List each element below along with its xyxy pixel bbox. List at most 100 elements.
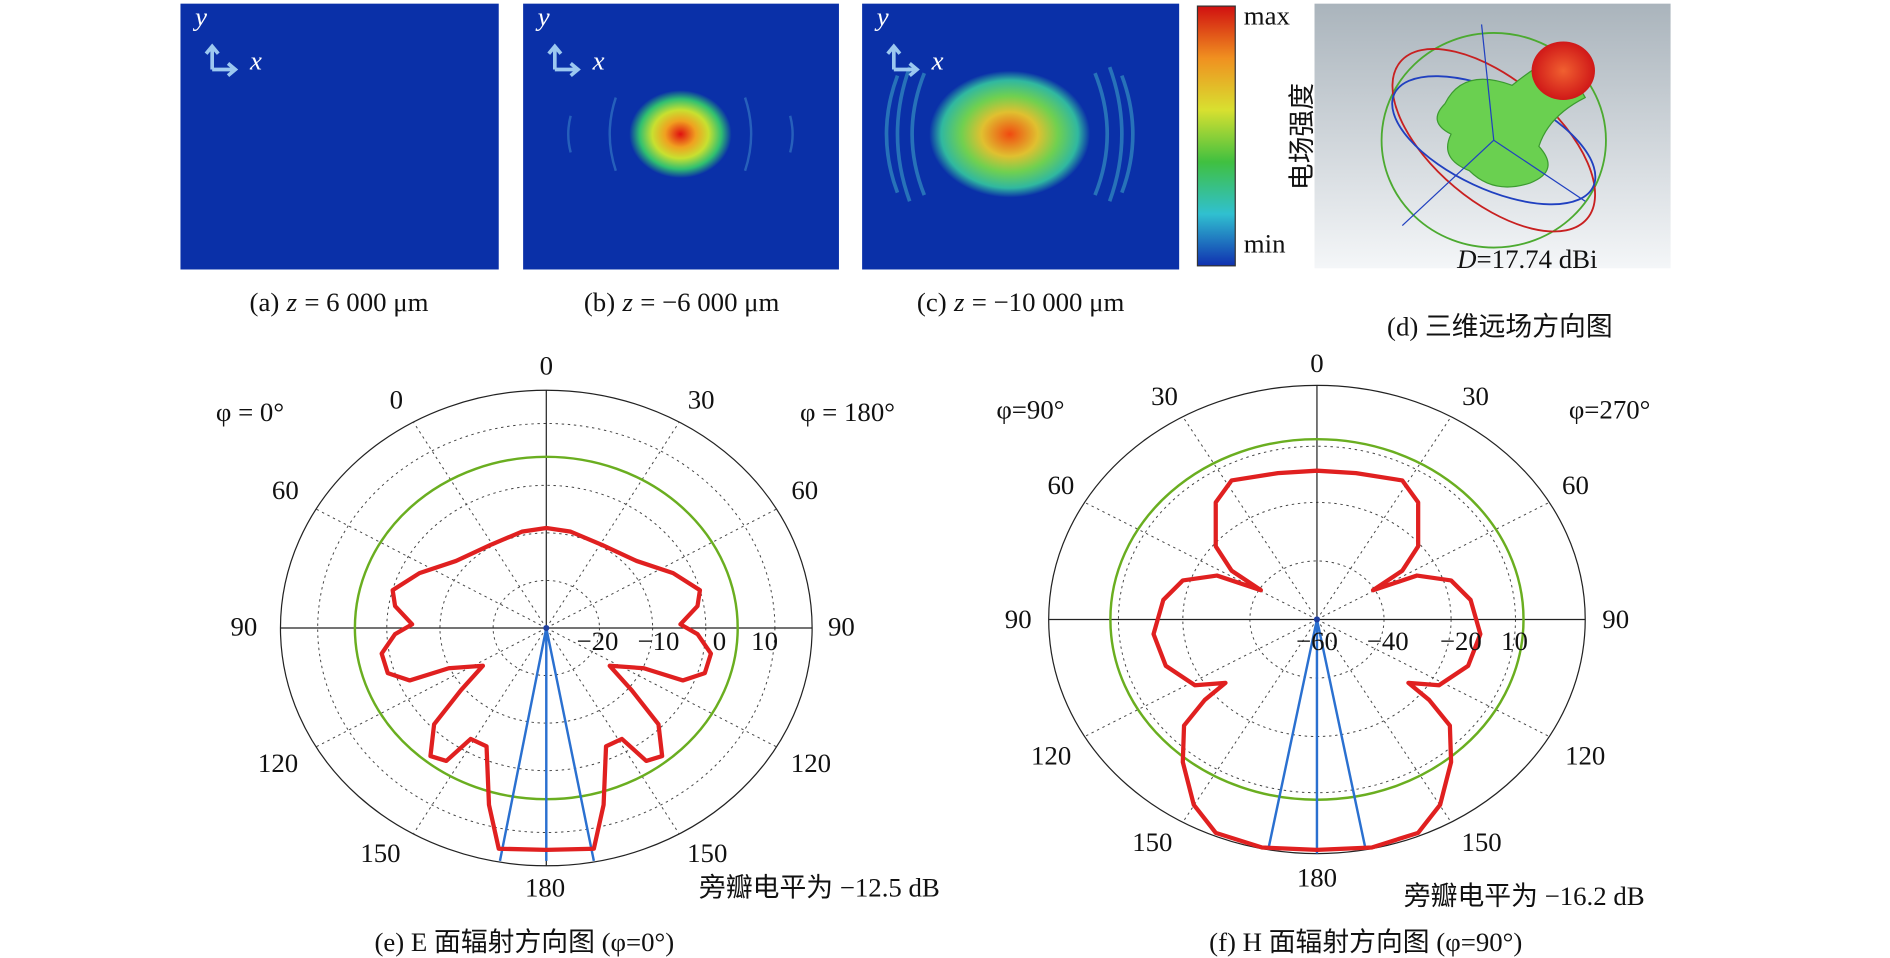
angle-label: 120 — [1565, 741, 1605, 771]
angle-label: 0 — [1310, 348, 1323, 378]
caption-value: = −10 000 μm — [972, 287, 1125, 317]
phi-left: φ = 0° — [216, 397, 284, 427]
pattern-curve — [379, 525, 714, 853]
caption-variable: z — [621, 287, 633, 317]
sidelobe-level: 旁瓣电平为 −16.2 dB — [1404, 881, 1645, 911]
caption: (d) 三维远场方向图 — [1387, 311, 1613, 341]
polar-plot: 0 0 30 60 60 90 90 120 120 150 150 180 −20 −10 0 10 φ = … — [216, 350, 940, 957]
axis-arrows — [547, 43, 581, 78]
axis-arrows — [886, 43, 920, 78]
angle-label: 60 — [1047, 470, 1074, 500]
caption-variable: z — [286, 287, 298, 317]
axis-arrows — [204, 43, 239, 78]
spoke — [412, 421, 547, 629]
angle-label: 120 — [791, 748, 831, 778]
radial-label: 10 — [1501, 626, 1528, 656]
axis-y: y — [535, 2, 550, 32]
angle-label: 120 — [258, 748, 298, 778]
fringes — [567, 97, 794, 172]
pattern-curve — [1151, 468, 1483, 853]
phi-right: φ=270° — [1569, 394, 1651, 424]
figure-body: y x y x y x max min 电场强度 D=17.74 dBi (d) 三维远场… — [180, 0, 1671, 957]
radial-label: −60 — [1296, 626, 1338, 656]
angle-label: 60 — [791, 475, 818, 505]
radial-label: −40 — [1367, 626, 1409, 656]
caption-label: (b) — [584, 287, 615, 317]
radial-label: −20 — [577, 626, 619, 656]
angle-label: 150 — [687, 838, 727, 868]
angle-label: 180 — [1297, 863, 1337, 893]
angle-label: 0 — [390, 385, 403, 415]
radial-label: −20 — [1440, 626, 1482, 656]
angle-label: 30 — [1462, 381, 1489, 411]
spoke — [1084, 501, 1318, 620]
angle-label: 90 — [828, 611, 855, 641]
axis-icons: y x y x y x — [192, 2, 944, 78]
spoke — [1316, 501, 1550, 620]
angle-label: 150 — [1461, 827, 1501, 857]
beam-line — [545, 627, 596, 862]
angle-label: 60 — [272, 475, 299, 505]
ring — [1380, 32, 1607, 249]
angle-label: 30 — [1151, 381, 1178, 411]
caption-value: = −6 000 μm — [640, 287, 779, 317]
angle-label: 150 — [360, 838, 400, 868]
beam-spot — [929, 70, 1091, 198]
radial-label: 10 — [751, 626, 778, 656]
angle-label: 60 — [1562, 470, 1589, 500]
spoke — [1316, 619, 1452, 823]
beam-line — [1315, 619, 1367, 851]
phi-right: φ = 180° — [800, 397, 895, 427]
axis-x: x — [931, 46, 944, 76]
spoke — [1316, 619, 1550, 737]
caption-label: (a) — [250, 287, 280, 317]
spoke — [545, 421, 680, 629]
colorbar — [1196, 5, 1236, 267]
directivity: D=17.74 dBi — [1456, 244, 1597, 274]
polar-plots: 0 0 30 60 60 90 90 120 120 150 150 180 −20 −10 0 10 φ = … — [216, 348, 1650, 957]
angle-label: 90 — [1602, 604, 1629, 634]
angle-label: 180 — [525, 872, 565, 902]
caption: (b) z = −6 000 μm — [584, 287, 780, 317]
spoke — [546, 627, 777, 748]
center — [543, 624, 550, 632]
caption: (f) H 面辐射方向图 (φ=90°) — [1209, 927, 1522, 957]
angle-label: 120 — [1031, 741, 1071, 771]
angle-label: 30 — [688, 385, 715, 415]
spoke — [1316, 416, 1452, 620]
axis-x: x — [249, 46, 262, 76]
caption: (a) z = 6 000 μm — [250, 287, 429, 317]
axis-x: x — [592, 46, 605, 76]
caption-variable: z — [953, 287, 965, 317]
captions: (a) z = 6 000 μm (b) z = −6 000 μm (c) z = −10 0… — [250, 287, 1125, 317]
main-lobe — [1531, 41, 1595, 100]
axis — [1493, 139, 1586, 202]
caption: (e) E 面辐射方向图 (φ=0°) — [374, 927, 674, 957]
spoke — [1182, 416, 1318, 620]
axis — [1401, 139, 1495, 227]
angle-label: 150 — [1132, 827, 1172, 857]
caption-value: = 6 000 μm — [304, 287, 428, 317]
beam-line — [1266, 619, 1319, 851]
colorbar-min: min — [1244, 228, 1286, 258]
spoke — [315, 627, 547, 748]
caption: (c) z = −10 000 μm — [917, 287, 1125, 317]
angle-label: 90 — [1005, 604, 1032, 634]
colorbar-title: 电场强度 — [1287, 83, 1317, 190]
directivity-symbol: D — [1456, 244, 1476, 274]
axis — [1480, 24, 1495, 141]
sidelobe-level: 旁瓣电平为 −12.5 dB — [699, 872, 940, 902]
angle-label: 0 — [540, 350, 553, 380]
angle-label: 90 — [230, 611, 257, 641]
axis-y: y — [874, 2, 889, 32]
heatmap-a — [180, 3, 499, 270]
center — [1313, 616, 1321, 623]
spoke — [545, 627, 680, 835]
radial-label: −10 — [638, 626, 680, 656]
beam-line — [498, 627, 548, 862]
axis-y: y — [192, 2, 207, 32]
directivity-value: =17.74 dBi — [1477, 244, 1598, 274]
spoke — [1084, 619, 1318, 737]
beam-spot — [629, 90, 732, 179]
